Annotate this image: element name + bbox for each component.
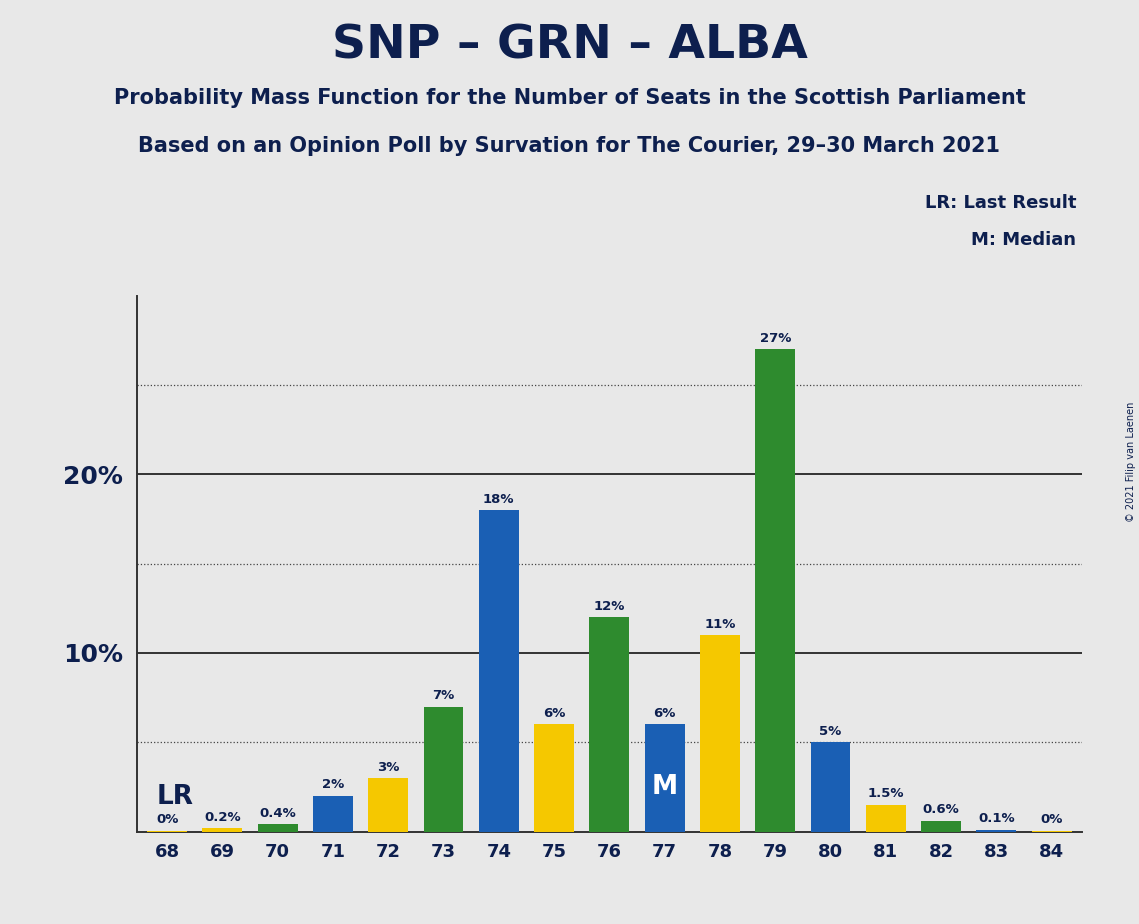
Bar [755, 349, 795, 832]
Text: © 2021 Filip van Laenen: © 2021 Filip van Laenen [1126, 402, 1136, 522]
Text: 1.5%: 1.5% [868, 787, 904, 800]
Bar [313, 796, 353, 832]
Bar [534, 724, 574, 832]
Text: 6%: 6% [543, 707, 565, 720]
Text: 0.4%: 0.4% [260, 807, 296, 820]
Text: 0.2%: 0.2% [204, 810, 240, 823]
Bar [976, 830, 1016, 832]
Bar [478, 510, 518, 832]
Bar [257, 824, 297, 832]
Text: LR: Last Result: LR: Last Result [925, 194, 1076, 212]
Text: 5%: 5% [819, 724, 842, 737]
Bar [811, 742, 851, 832]
Text: 6%: 6% [654, 707, 675, 720]
Text: 2%: 2% [322, 778, 344, 791]
Text: Probability Mass Function for the Number of Seats in the Scottish Parliament: Probability Mass Function for the Number… [114, 88, 1025, 108]
Text: M: M [652, 773, 678, 799]
Text: Based on an Opinion Poll by Survation for The Courier, 29–30 March 2021: Based on an Opinion Poll by Survation fo… [139, 136, 1000, 156]
Bar [645, 724, 685, 832]
Bar [368, 778, 408, 832]
Text: 0.6%: 0.6% [923, 803, 959, 817]
Bar [921, 821, 961, 832]
Text: 3%: 3% [377, 760, 400, 773]
Text: LR: LR [157, 784, 194, 810]
Bar [424, 707, 464, 832]
Text: 11%: 11% [704, 617, 736, 630]
Text: M: Median: M: Median [972, 231, 1076, 249]
Text: 27%: 27% [760, 332, 790, 345]
Text: SNP – GRN – ALBA: SNP – GRN – ALBA [331, 23, 808, 68]
Text: 7%: 7% [433, 689, 454, 702]
Bar [203, 828, 243, 832]
Text: 0%: 0% [156, 813, 179, 826]
Text: 0%: 0% [1040, 813, 1063, 826]
Bar [866, 805, 906, 832]
Bar [700, 635, 740, 832]
Bar [590, 617, 629, 832]
Text: 18%: 18% [483, 492, 515, 505]
Text: 0.1%: 0.1% [978, 812, 1015, 825]
Text: 12%: 12% [593, 600, 625, 613]
